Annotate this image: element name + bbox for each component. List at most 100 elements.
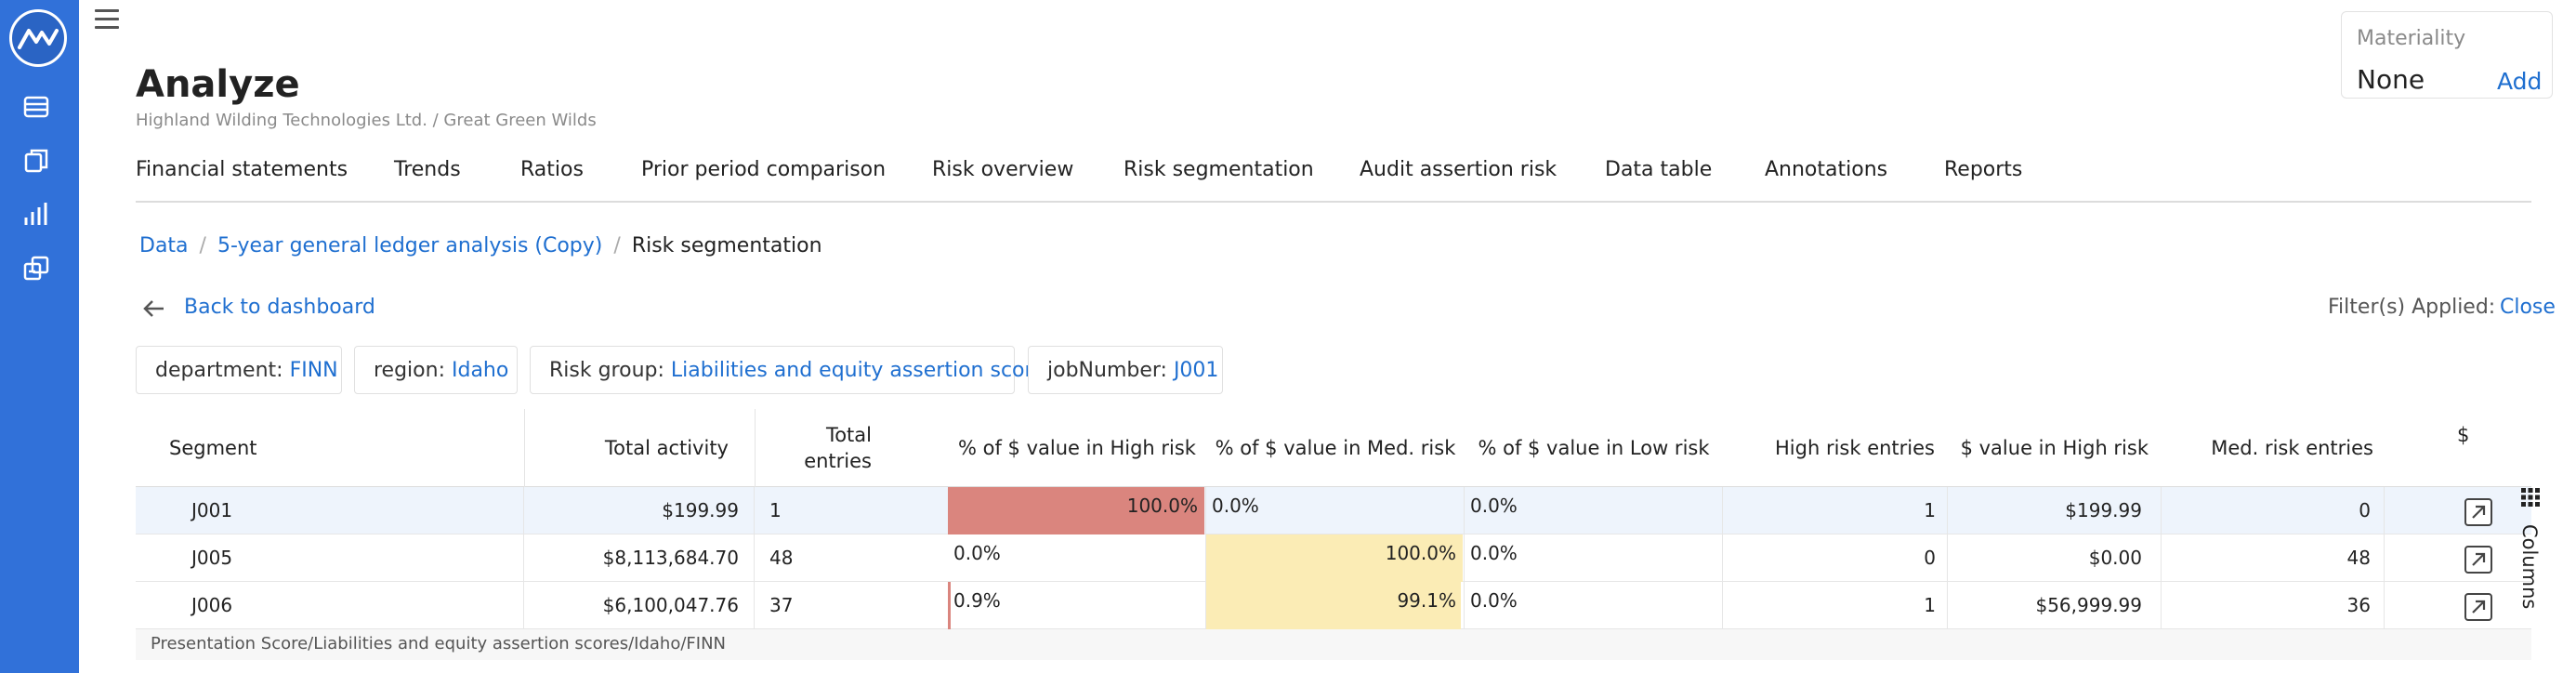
column-header-med-risk-entries[interactable]: Med. risk entries bbox=[2211, 437, 2373, 459]
back-to-dashboard-label: Back to dashboard bbox=[184, 296, 375, 319]
tab-risk-overview[interactable]: Risk overview bbox=[932, 158, 1074, 181]
dollar-cell bbox=[2386, 534, 2531, 582]
column-divider bbox=[524, 409, 525, 487]
mountain-logo-icon[interactable] bbox=[9, 9, 67, 67]
total-activity-cell: $199.99 bbox=[526, 487, 755, 534]
med-risk-entries-cell: 0 bbox=[2163, 487, 2385, 534]
breadcrumb-current: Risk segmentation bbox=[631, 234, 822, 257]
grid-footer-path: Presentation Score/Liabilities and equit… bbox=[151, 634, 727, 653]
filter-key: jobNumber: bbox=[1047, 359, 1174, 382]
low-risk-pct-cell-value: 0.0% bbox=[1470, 542, 1518, 564]
breadcrumb-analysis[interactable]: 5-year general ledger analysis (Copy) bbox=[217, 234, 603, 257]
low-risk-pct-cell-value: 0.0% bbox=[1470, 495, 1518, 517]
column-header-high-risk-entries[interactable]: High risk entries bbox=[1775, 437, 1935, 459]
documents-icon[interactable] bbox=[20, 145, 52, 177]
transfer-icon[interactable] bbox=[20, 253, 52, 284]
segment-cell: J005 bbox=[136, 534, 524, 582]
arrow-left-icon bbox=[143, 300, 164, 317]
columns-side-panel[interactable]: Columns bbox=[2517, 487, 2544, 627]
med-risk-entries-cell: 36 bbox=[2163, 582, 2385, 629]
open-external-icon[interactable] bbox=[2464, 498, 2492, 526]
filters-close-link[interactable]: Close bbox=[2500, 296, 2556, 319]
dollar-cell bbox=[2386, 582, 2531, 629]
grid-dots-icon bbox=[2521, 488, 2540, 507]
high-risk-pct-cell: 100.0% bbox=[948, 487, 1206, 534]
total-entries-cell: 37 bbox=[769, 594, 794, 616]
med-risk-pct-cell: 100.0% bbox=[1206, 534, 1465, 582]
filter-chip-department[interactable]: department: FINN bbox=[136, 346, 342, 394]
column-header-med-risk-pct[interactable]: % of $ value in Med. risk bbox=[1215, 437, 1456, 459]
table-row[interactable]: J006 $6,100,047.76 37 0.9% 99.1% 0.0% 1 $56,999… bbox=[136, 582, 2531, 629]
filter-value: Idaho bbox=[451, 359, 509, 382]
hamburger-icon[interactable] bbox=[93, 7, 121, 33]
low-risk-pct-cell: 0.0% bbox=[1465, 487, 1723, 534]
med-risk-pct-cell-bar bbox=[1206, 534, 1463, 582]
filter-value: Liabilities and equity assertion scores bbox=[670, 359, 1057, 382]
total-activity-cell: $6,100,047.76 bbox=[526, 582, 755, 629]
column-header-total-activity[interactable]: Total activity bbox=[604, 437, 729, 459]
tab-ratios[interactable]: Ratios bbox=[520, 158, 584, 181]
page-title: Analyze bbox=[136, 63, 300, 106]
high-risk-pct-cell: 0.9% bbox=[948, 582, 1206, 629]
filter-chip-risk-group[interactable]: Risk group: Liabilities and equity asser… bbox=[530, 346, 1056, 394]
breadcrumb-data[interactable]: Data bbox=[139, 234, 189, 257]
columns-panel-label: Columns bbox=[2518, 524, 2541, 610]
tab-trends[interactable]: Trends bbox=[394, 158, 461, 181]
analysis-tabs: Financial statements Trends Ratios Prior… bbox=[136, 158, 2531, 203]
analytics-icon[interactable] bbox=[20, 199, 52, 231]
tab-data-table[interactable]: Data table bbox=[1605, 158, 1713, 181]
tab-risk-segmentation[interactable]: Risk segmentation bbox=[1124, 158, 1314, 181]
tab-annotations[interactable]: Annotations bbox=[1765, 158, 1888, 181]
tab-financial-statements[interactable]: Financial statements bbox=[136, 158, 348, 181]
column-header-high-risk-value[interactable]: $ value in High risk bbox=[1960, 437, 2149, 459]
high-risk-entries-cell: 1 bbox=[1725, 582, 1948, 629]
breadcrumb: Data / 5-year general ledger analysis (Cop… bbox=[139, 234, 822, 257]
high-risk-pct-cell-value: 0.9% bbox=[953, 589, 1001, 612]
filter-value: FINN bbox=[289, 359, 338, 382]
low-risk-pct-cell-value: 0.0% bbox=[1470, 589, 1518, 612]
filter-key: region: bbox=[374, 359, 452, 382]
low-risk-pct-cell: 0.0% bbox=[1465, 582, 1723, 629]
high-risk-entries-cell: 0 bbox=[1725, 534, 1948, 582]
filter-key: Risk group: bbox=[549, 359, 671, 382]
materiality-value: None bbox=[2357, 64, 2425, 95]
left-rail bbox=[0, 0, 79, 673]
column-header-low-risk-pct[interactable]: % of $ value in Low risk bbox=[1478, 437, 1710, 459]
table-row[interactable]: J005 $8,113,684.70 48 0.0% 100.0% 0.0% 0 $0.00 4… bbox=[136, 534, 2531, 582]
high-risk-value-cell: $199.99 bbox=[1950, 487, 2162, 534]
risk-segmentation-grid: Segment Total activity Total entries % o… bbox=[136, 409, 2531, 660]
open-external-icon[interactable] bbox=[2464, 546, 2492, 574]
segment-cell: J001 bbox=[136, 487, 524, 534]
open-external-icon[interactable] bbox=[2464, 593, 2492, 621]
breadcrumb-separator: / bbox=[199, 234, 206, 257]
med-risk-pct-cell: 99.1% bbox=[1206, 582, 1465, 629]
column-header-total-entries[interactable]: Total entries bbox=[804, 424, 872, 472]
materiality-card: Materiality None Add bbox=[2341, 11, 2553, 99]
med-risk-pct-cell-bar bbox=[1206, 582, 1461, 629]
high-risk-entries-cell: 1 bbox=[1725, 487, 1948, 534]
materiality-label: Materiality bbox=[2357, 27, 2466, 50]
materiality-add-link[interactable]: Add bbox=[2497, 68, 2543, 95]
high-risk-pct-cell-value: 100.0% bbox=[1126, 495, 1198, 517]
filter-chip-region[interactable]: region: Idaho bbox=[354, 346, 518, 394]
column-header-high-risk-pct[interactable]: % of $ value in High risk bbox=[958, 437, 1196, 459]
filter-chip-job-number[interactable]: jobNumber: J001 bbox=[1028, 346, 1223, 394]
table-row[interactable]: J001 $199.99 1 100.0% 0.0% 0.0% 1 $199.99 0 bbox=[136, 487, 2531, 534]
segment-cell: J006 bbox=[136, 582, 524, 629]
breadcrumb-separator: / bbox=[613, 234, 621, 257]
high-risk-value-cell: $56,999.99 bbox=[1950, 582, 2162, 629]
column-header-segment[interactable]: Segment bbox=[169, 437, 257, 459]
high-risk-pct-cell-bar bbox=[948, 582, 951, 629]
data-icon[interactable] bbox=[20, 91, 52, 123]
total-activity-cell: $8,113,684.70 bbox=[526, 534, 755, 582]
filter-key: department: bbox=[155, 359, 290, 382]
med-risk-entries-cell: 48 bbox=[2163, 534, 2385, 582]
dollar-cell bbox=[2386, 487, 2531, 534]
high-risk-value-cell: $0.00 bbox=[1950, 534, 2162, 582]
tab-prior-period-comparison[interactable]: Prior period comparison bbox=[641, 158, 887, 181]
tab-reports[interactable]: Reports bbox=[1944, 158, 2023, 181]
high-risk-pct-cell-bar bbox=[948, 487, 1204, 534]
column-header-dollar[interactable]: $ bbox=[2457, 424, 2470, 446]
tab-audit-assertion-risk[interactable]: Audit assertion risk bbox=[1360, 158, 1557, 181]
total-entries-cell: 1 bbox=[769, 499, 782, 521]
